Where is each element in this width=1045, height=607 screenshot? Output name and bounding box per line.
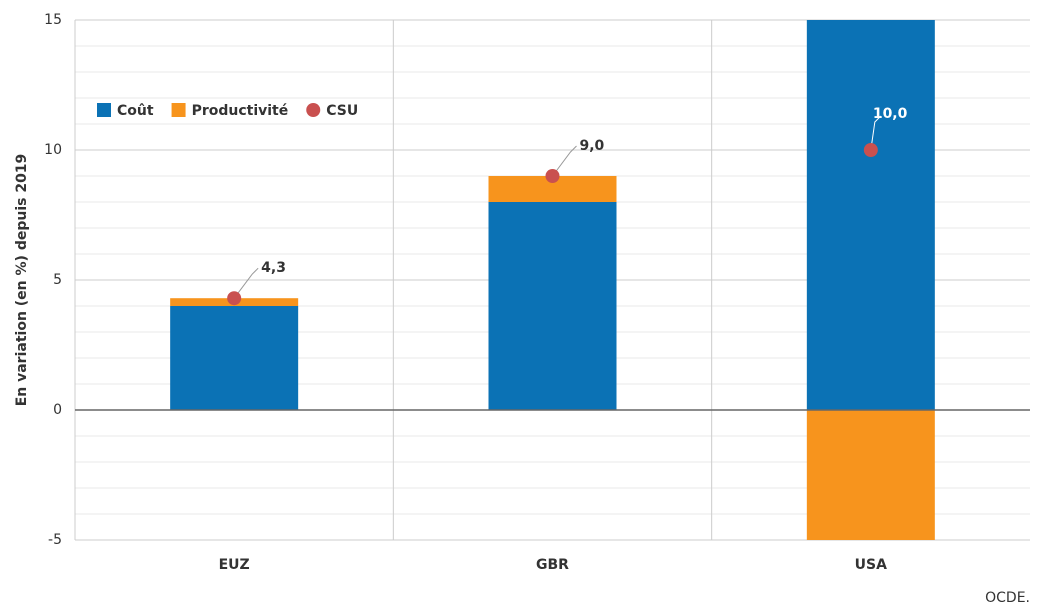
legend-label: Productivité — [192, 103, 289, 119]
y-tick-label: -5 — [48, 532, 62, 548]
legend-swatch — [97, 103, 111, 117]
y-tick-label: 15 — [44, 12, 62, 28]
legend-swatch — [306, 103, 321, 117]
data-label: 9,0 — [580, 138, 605, 154]
dot — [863, 143, 878, 157]
data-label: 4,3 — [261, 260, 286, 276]
source: OCDE. — [985, 590, 1030, 606]
bar — [806, 410, 935, 540]
dot — [227, 291, 242, 306]
y-tick-label: 5 — [53, 272, 62, 288]
x-tick-label: EUZ — [219, 557, 250, 573]
y-axis-label: En variation (en %) depuis 2019 — [14, 154, 30, 407]
legend-label: Coût — [117, 103, 154, 119]
leader-line — [870, 115, 882, 151]
dot — [545, 169, 560, 183]
leader-line — [233, 267, 259, 299]
x-tick-label: USA — [855, 557, 887, 573]
y-tick-label: 0 — [53, 402, 62, 418]
bar — [806, 20, 935, 411]
bar — [488, 202, 617, 410]
data-label: 10,0 — [873, 106, 908, 122]
legend-label: CSU — [326, 103, 358, 119]
y-tick-label: 10 — [44, 142, 62, 158]
leader-line — [552, 145, 577, 177]
x-tick-label: GBR — [536, 557, 569, 573]
bar — [170, 306, 299, 410]
legend-swatch — [171, 103, 186, 117]
